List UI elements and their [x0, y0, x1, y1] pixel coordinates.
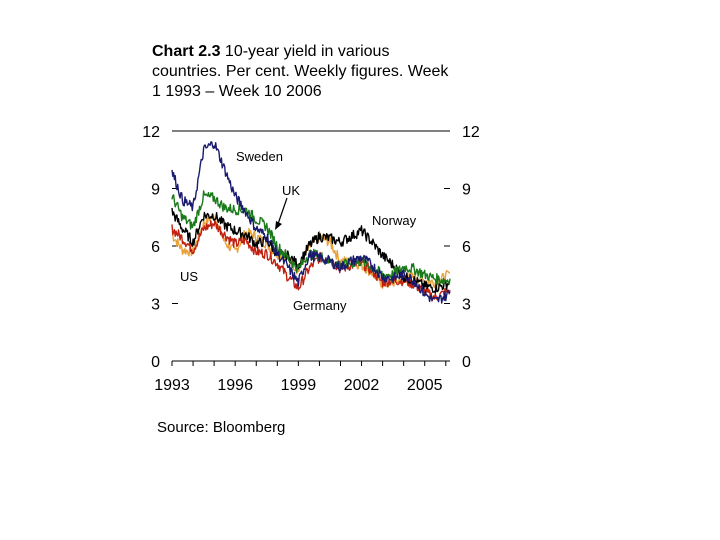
series-line-norway [171, 207, 451, 294]
y-tick-label-right: 3 [462, 297, 471, 314]
uk-arrow-head [275, 221, 282, 230]
y-tick-label-left: 12 [142, 124, 160, 141]
uk-arrow-line [277, 197, 288, 225]
x-tick-label: 2005 [407, 377, 443, 394]
annotation-sweden: Sweden [236, 149, 283, 164]
source-note: Source: Bloomberg [157, 419, 286, 436]
annotation-germany: Germany [293, 298, 347, 313]
annotation-uk: UK [282, 183, 300, 198]
x-tick-label: 1993 [154, 377, 190, 394]
annotation-norway: Norway [372, 213, 417, 228]
series-line-germany [171, 220, 451, 302]
chart-title-text: 10-year yield in various countries. Per … [152, 43, 449, 100]
y-tick-label-left: 3 [151, 297, 160, 314]
y-tick-label-left: 9 [151, 182, 160, 199]
series-line-sweden [171, 141, 451, 304]
y-tick-label-right: 0 [462, 354, 471, 371]
y-tick-label-left: 6 [151, 239, 160, 256]
chart-number: Chart 2.3 [152, 43, 221, 60]
x-tick-label: 2002 [344, 377, 380, 394]
y-tick-label-right: 6 [462, 239, 471, 256]
annotation-us: US [180, 269, 198, 284]
x-tick-label: 1996 [217, 377, 253, 394]
y-tick-label-right: 12 [462, 124, 480, 141]
x-tick-label: 1999 [281, 377, 317, 394]
series-line-uk [171, 190, 451, 285]
y-tick-label-right: 9 [462, 182, 471, 199]
chart-title: Chart 2.3 10-year yield in various count… [152, 42, 452, 102]
y-tick-label-left: 0 [151, 354, 160, 371]
